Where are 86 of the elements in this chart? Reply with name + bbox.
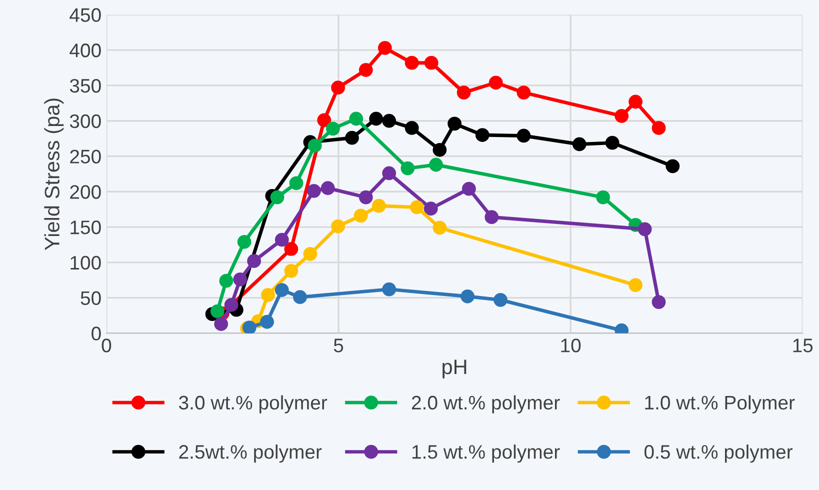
point	[358, 190, 373, 204]
point	[605, 136, 620, 150]
point	[432, 220, 447, 235]
point	[284, 242, 298, 256]
point	[484, 210, 499, 224]
point	[448, 116, 462, 131]
legend-label: 2.0 wt.% polymer	[412, 395, 560, 414]
point	[274, 232, 289, 247]
point	[372, 198, 386, 213]
point	[308, 138, 322, 153]
point	[404, 56, 419, 70]
y-tick-label: 100	[70, 256, 101, 270]
point	[666, 159, 680, 174]
y-tick-label: 250	[70, 150, 101, 164]
point	[260, 314, 274, 329]
legend-label: 3.0 wt.% polymer	[179, 395, 328, 414]
point	[382, 282, 396, 296]
point	[261, 288, 275, 302]
point	[424, 56, 438, 70]
point	[572, 137, 586, 152]
point	[369, 112, 384, 126]
point	[382, 166, 396, 180]
point	[303, 246, 318, 261]
y-tick-label: 150	[70, 220, 101, 234]
point	[378, 41, 392, 55]
y-tick-label: 450	[70, 8, 101, 22]
y-tick-label: 50	[80, 291, 101, 306]
x-tick-label: 5	[334, 338, 344, 352]
y-axis-title: Yield Stress (pa)	[44, 98, 64, 250]
point	[358, 62, 373, 77]
point	[306, 184, 321, 198]
point	[210, 304, 224, 318]
legend-label: 0.5 wt.% polymer	[644, 444, 793, 463]
point	[410, 200, 424, 214]
x-tick-label: 10	[561, 338, 581, 352]
point	[354, 208, 368, 223]
point	[270, 190, 284, 204]
point	[516, 128, 531, 143]
point	[247, 254, 261, 268]
x-tick-label: 0	[102, 338, 112, 352]
point	[219, 274, 234, 288]
point	[460, 289, 474, 304]
point	[400, 161, 415, 176]
point	[596, 190, 610, 204]
point	[317, 113, 332, 128]
point	[628, 278, 642, 292]
point	[326, 122, 340, 136]
y-tick-label: 350	[70, 78, 101, 93]
legend-label: 1.5 wt.% polymer	[412, 444, 560, 463]
point	[638, 222, 652, 236]
point	[614, 108, 629, 123]
point	[488, 76, 503, 90]
point	[475, 128, 490, 142]
legend-label: 1.0 wt.% Polymer	[645, 395, 795, 414]
y-tick-label: 300	[70, 114, 101, 128]
point	[237, 234, 252, 249]
point	[516, 86, 531, 100]
point	[432, 142, 447, 157]
point	[331, 80, 345, 95]
point	[345, 130, 359, 145]
point	[382, 114, 396, 128]
point	[284, 264, 298, 278]
point	[274, 283, 289, 297]
point	[349, 112, 364, 126]
point	[404, 121, 419, 135]
point	[424, 202, 438, 216]
point	[331, 219, 345, 234]
y-tick-label: 400	[70, 44, 101, 58]
point	[462, 182, 476, 196]
point	[320, 181, 335, 196]
point	[652, 121, 666, 135]
legend-label: 2.5wt.% polymer	[179, 444, 322, 463]
point	[293, 290, 307, 304]
x-tick-label: 15	[793, 338, 813, 352]
point	[429, 158, 443, 172]
point	[494, 292, 508, 307]
point	[456, 86, 471, 100]
point	[214, 317, 228, 331]
x-axis-title: pH	[442, 360, 466, 378]
point	[289, 176, 304, 190]
point	[652, 295, 666, 310]
point	[233, 272, 248, 286]
y-tick-label: 200	[70, 185, 101, 199]
point	[224, 298, 238, 312]
y-tick-label: 0	[92, 326, 101, 340]
point	[628, 94, 642, 109]
